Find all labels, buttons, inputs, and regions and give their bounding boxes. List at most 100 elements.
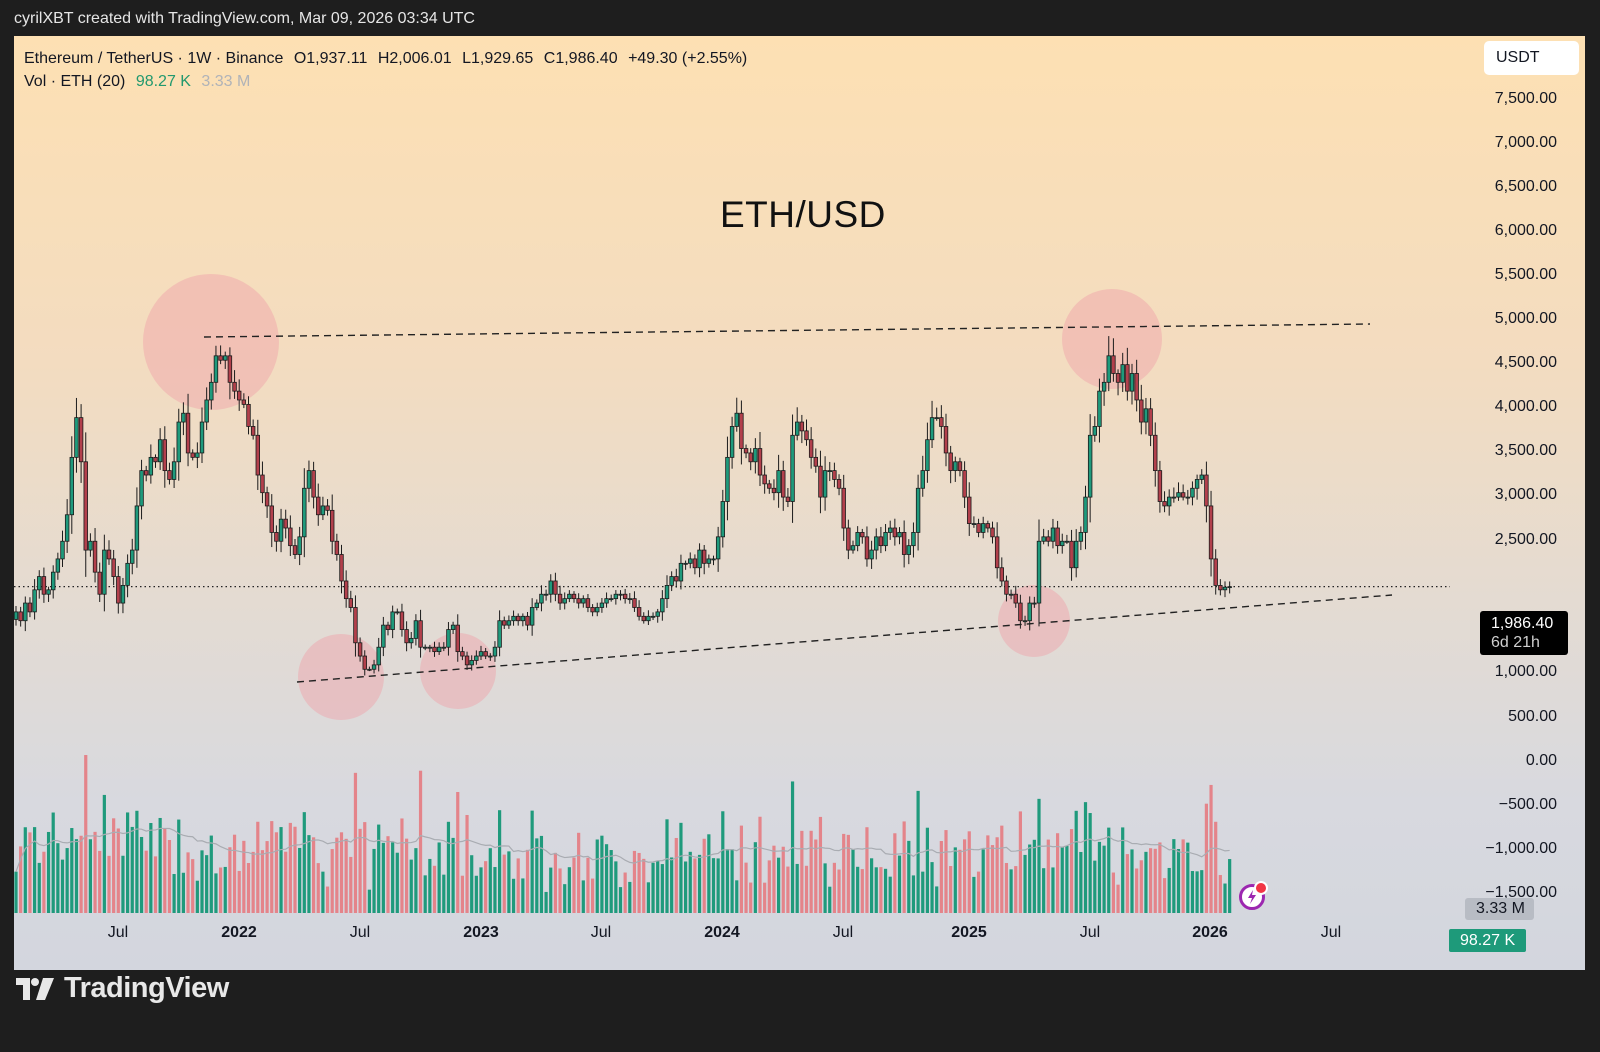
candle-body[interactable]: [1148, 408, 1153, 436]
candle-body[interactable]: [32, 589, 37, 613]
candle-body[interactable]: [553, 580, 558, 595]
candle-body[interactable]: [153, 456, 158, 463]
candle-body[interactable]: [274, 532, 279, 542]
candle-body[interactable]: [539, 593, 544, 604]
candle-body[interactable]: [981, 523, 986, 533]
candle-body[interactable]: [88, 540, 93, 551]
candle-body[interactable]: [557, 593, 563, 604]
candle-body[interactable]: [697, 549, 702, 569]
candle-body[interactable]: [622, 593, 628, 600]
candle-body[interactable]: [23, 602, 28, 622]
candle-body[interactable]: [948, 452, 953, 472]
candle-body[interactable]: [934, 417, 939, 420]
candle-body[interactable]: [725, 456, 730, 502]
highlight-circle[interactable]: [143, 274, 279, 410]
candle-body[interactable]: [1171, 496, 1177, 499]
candle-body[interactable]: [516, 615, 521, 622]
candle-body[interactable]: [739, 412, 744, 449]
candle-body[interactable]: [278, 518, 284, 542]
candle-body[interactable]: [543, 593, 549, 596]
chart-panel[interactable]: Ethereum / TetherUS · 1W · Binance O1,93…: [14, 36, 1585, 970]
candle-body[interactable]: [967, 496, 972, 524]
candle-body[interactable]: [139, 470, 144, 507]
candle-body[interactable]: [176, 421, 181, 463]
candle-body[interactable]: [125, 562, 130, 586]
candle-body[interactable]: [925, 439, 930, 472]
candle-body[interactable]: [604, 598, 609, 604]
candle-body[interactable]: [915, 487, 921, 533]
candle-body[interactable]: [422, 646, 428, 649]
candle-body[interactable]: [534, 602, 539, 608]
candle-body[interactable]: [878, 536, 884, 547]
candle-body[interactable]: [688, 558, 693, 564]
candle-body[interactable]: [106, 549, 112, 560]
candle-body[interactable]: [92, 540, 98, 573]
candle-body[interactable]: [962, 470, 967, 498]
candle-body[interactable]: [157, 439, 163, 463]
candle-body[interactable]: [832, 470, 837, 480]
candle-body[interactable]: [883, 532, 888, 547]
candle-body[interactable]: [743, 448, 749, 454]
candle-body[interactable]: [190, 452, 195, 458]
candle-body[interactable]: [562, 598, 567, 604]
candle-body[interactable]: [1032, 602, 1037, 605]
candle-body[interactable]: [27, 602, 33, 613]
candle-body[interactable]: [502, 620, 507, 626]
candle-body[interactable]: [748, 452, 753, 463]
candle-body[interactable]: [599, 602, 605, 608]
candle-body[interactable]: [818, 465, 823, 498]
candle-body[interactable]: [441, 646, 446, 649]
candle-body[interactable]: [204, 399, 209, 423]
candle-body[interactable]: [171, 461, 177, 480]
candle-body[interactable]: [1208, 505, 1214, 560]
candle-body[interactable]: [1004, 580, 1009, 595]
candle-body[interactable]: [767, 483, 772, 489]
candle-body[interactable]: [1213, 558, 1218, 586]
candlestick-chart[interactable]: [14, 36, 1585, 970]
candle-body[interactable]: [246, 403, 251, 427]
candle-body[interactable]: [478, 651, 484, 657]
candle-body[interactable]: [223, 355, 228, 361]
candle-body[interactable]: [1022, 620, 1028, 623]
candle-body[interactable]: [111, 558, 116, 577]
candle-body[interactable]: [892, 527, 898, 538]
candle-body[interactable]: [1069, 540, 1074, 569]
candle-body[interactable]: [650, 615, 656, 618]
candle-body[interactable]: [55, 558, 61, 573]
candle-body[interactable]: [18, 611, 23, 622]
candle-body[interactable]: [613, 593, 619, 600]
candle-body[interactable]: [1125, 364, 1130, 392]
candle-body[interactable]: [209, 381, 214, 401]
candle-body[interactable]: [1134, 373, 1139, 401]
candle-body[interactable]: [762, 474, 767, 485]
candle-body[interactable]: [799, 421, 805, 432]
dashed-trendline[interactable]: [296, 594, 1393, 683]
candle-body[interactable]: [836, 479, 842, 489]
candle-body[interactable]: [143, 470, 149, 476]
candle-body[interactable]: [181, 412, 186, 423]
candle-body[interactable]: [1180, 492, 1186, 498]
candle-body[interactable]: [720, 501, 725, 538]
candle-body[interactable]: [920, 470, 925, 489]
candle-body[interactable]: [1092, 426, 1097, 436]
candle-body[interactable]: [734, 412, 739, 427]
candle-body[interactable]: [334, 540, 340, 555]
candle-body[interactable]: [971, 523, 977, 525]
dashed-trendline[interactable]: [203, 323, 1371, 338]
candle-body[interactable]: [60, 540, 65, 560]
candle-body[interactable]: [232, 381, 237, 392]
candle-body[interactable]: [869, 549, 874, 560]
candle-body[interactable]: [1087, 434, 1093, 498]
candle-body[interactable]: [488, 655, 493, 658]
candle-body[interactable]: [808, 439, 814, 458]
candle-body[interactable]: [474, 655, 479, 661]
candle-body[interactable]: [1046, 536, 1051, 542]
candle-body[interactable]: [1120, 364, 1125, 383]
candle-body[interactable]: [148, 456, 154, 476]
candle-body[interactable]: [771, 487, 777, 494]
candle-body[interactable]: [618, 593, 623, 596]
candle-body[interactable]: [990, 527, 995, 538]
candle-body[interactable]: [64, 514, 70, 542]
candle-body[interactable]: [790, 434, 795, 502]
candle-body[interactable]: [874, 536, 879, 551]
